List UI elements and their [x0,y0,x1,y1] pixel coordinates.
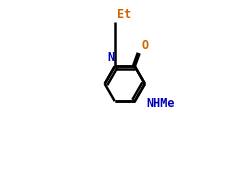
Text: N: N [107,51,114,64]
Text: NHMe: NHMe [147,97,175,110]
Text: Et: Et [117,8,132,21]
Text: O: O [142,39,149,52]
